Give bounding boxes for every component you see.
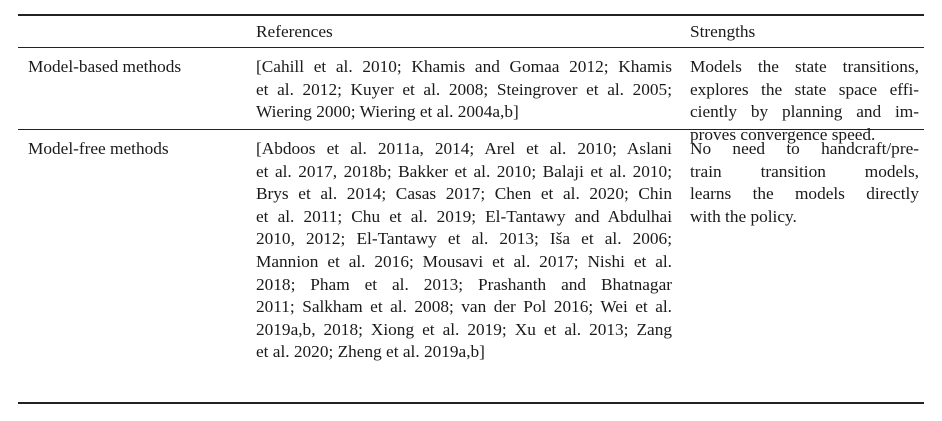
reference-line: Brys et al. 2014; Casas 2017; Chen et al…	[256, 184, 672, 204]
reference-line: et al. 2011; Chu et al. 2019; El-Tantawy…	[256, 206, 672, 226]
header-rule	[18, 47, 924, 48]
row-references: [Abdoos et al. 2011a, 2014; Arel et al. …	[256, 138, 672, 364]
strength-line: ciently by planning and im-	[690, 102, 919, 122]
reference-line: 2019a,b, 2018; Xiong et al. 2019; Xu et …	[256, 319, 672, 339]
header-references: References	[256, 22, 333, 41]
reference-line: Wiering 2000; Wiering et al. 2004a,b]	[256, 102, 519, 122]
strength-line: train transition models,	[690, 161, 919, 181]
strength-line: explores the state space effi-	[690, 79, 919, 99]
reference-line: et al. 2017, 2018b; Bakker et al. 2010; …	[256, 161, 672, 181]
row-divider	[18, 129, 924, 130]
row-method: Model-based methods	[28, 57, 182, 76]
reference-line: et al. 2012; Kuyer et al. 2008; Steingro…	[256, 79, 672, 99]
row-strengths: No need to handcraft/pre-train transitio…	[690, 138, 919, 228]
strength-line: learns the models directly	[690, 184, 919, 204]
strength-line: No need to handcraft/pre-	[690, 139, 919, 158]
reference-line: [Abdoos et al. 2011a, 2014; Arel et al. …	[256, 139, 672, 158]
row-method: Model-free methods	[28, 139, 169, 158]
header-strengths: Strengths	[690, 22, 756, 41]
row-strengths: Models the state transitions, explores th…	[690, 56, 919, 146]
top-rule	[18, 14, 924, 16]
reference-line: [Cahill et al. 2010; Khamis and Gomaa 20…	[256, 57, 672, 76]
reference-line: 2011; Salkham et al. 2008; van der Pol 2…	[256, 297, 672, 317]
strength-line: Models the state transitions,	[690, 57, 919, 76]
row-references: [Cahill et al. 2010; Khamis and Gomaa 20…	[256, 56, 672, 124]
bottom-rule	[18, 402, 924, 404]
reference-line: Mannion et al. 2016; Mousavi et al. 2017…	[256, 251, 672, 271]
reference-line: et al. 2020; Zheng et al. 2019a,b]	[256, 342, 485, 362]
reference-line: 2018; Pham et al. 2013; Prashanth and Bh…	[256, 274, 672, 294]
reference-line: 2010, 2012; El-Tantawy et al. 2013; Išа …	[256, 229, 672, 249]
strength-line: with the policy.	[690, 206, 797, 226]
